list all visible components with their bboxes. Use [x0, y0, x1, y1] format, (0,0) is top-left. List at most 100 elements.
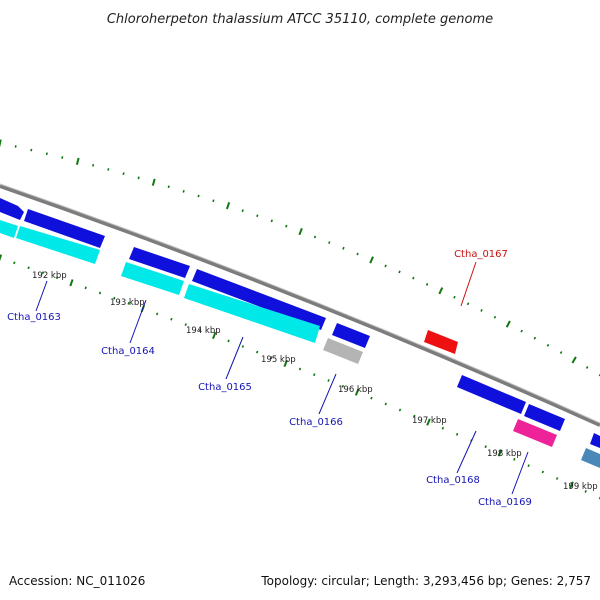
minor-tick [327, 379, 330, 382]
minor-tick [480, 309, 483, 312]
minor-tick [441, 426, 445, 430]
major-tick [298, 227, 303, 236]
forward-genes [0, 198, 600, 448]
gene-label-ctha-0167[interactable]: Ctha_0167 [454, 249, 508, 260]
minor-tick [255, 350, 259, 354]
gene-feature-magenta[interactable] [513, 419, 557, 447]
minor-tick [13, 261, 16, 265]
leader-line [511, 451, 529, 495]
gene-arrow[interactable] [0, 198, 24, 220]
outer-tick-ring [0, 139, 600, 377]
minor-tick [30, 148, 33, 152]
scale-label: 194 kbp [186, 326, 221, 336]
minor-tick [41, 271, 45, 275]
minor-tick [107, 168, 110, 171]
map-title: Chloroherpeton thalassium ATCC 35110, co… [107, 12, 493, 27]
gene-arrow[interactable] [192, 269, 326, 330]
major-tick [571, 356, 577, 364]
major-tick [497, 449, 503, 457]
minor-tick [137, 176, 140, 180]
major-tick [212, 331, 217, 340]
minor-tick [342, 246, 345, 250]
minor-tick [513, 457, 516, 461]
major-tick [0, 254, 3, 262]
minor-tick [198, 328, 202, 332]
minor-tick [328, 241, 331, 245]
gene-label-ctha-0166[interactable]: Ctha_0166 [289, 417, 343, 428]
minor-tick [412, 276, 415, 280]
minor-tick [413, 414, 416, 418]
scale-label: 195 kbp [261, 355, 296, 365]
minor-tick [113, 296, 116, 300]
genome-summary-text: Topology: circular; Length: 3,293,456 bp… [260, 574, 591, 588]
leader-line [318, 373, 337, 415]
gene-label-ctha-0168[interactable]: Ctha_0168 [426, 475, 480, 486]
scale-label: 193 kbp [110, 298, 145, 308]
gene-arrow[interactable] [590, 433, 600, 448]
minor-tick [484, 445, 487, 449]
minor-tick [313, 235, 317, 239]
minor-tick [212, 199, 215, 203]
minor-tick [398, 408, 402, 412]
minor-tick [197, 194, 200, 198]
major-tick [569, 481, 574, 489]
minor-tick [184, 323, 187, 326]
gene-label-ctha-0165[interactable]: Ctha_0165 [198, 382, 252, 393]
gene-arrow[interactable] [184, 284, 320, 343]
minor-tick [170, 317, 173, 321]
major-tick [75, 157, 80, 166]
major-tick [426, 418, 431, 426]
gene-arrow[interactable] [24, 209, 105, 248]
minor-tick [559, 351, 563, 354]
minor-tick [313, 373, 316, 377]
major-tick [69, 279, 74, 287]
minor-tick [493, 315, 497, 319]
minor-tick [555, 477, 559, 480]
minor-tick [98, 291, 102, 295]
gene-label-ctha-0163[interactable]: Ctha_0163 [7, 312, 61, 323]
minor-tick [45, 152, 48, 156]
accession-text: Accession: NC_011026 [9, 574, 145, 588]
major-tick [369, 256, 374, 264]
minor-tick [227, 339, 230, 343]
major-tick [354, 388, 360, 396]
gene-arrow[interactable] [129, 247, 190, 278]
gene-arrow[interactable] [524, 404, 565, 431]
minor-tick [55, 276, 59, 280]
minor-tick [356, 252, 359, 256]
gene-arrow[interactable] [0, 220, 18, 238]
gene-arrow[interactable] [16, 226, 100, 264]
scale-label: 192 kbp [32, 271, 67, 281]
gene-feature-gray[interactable] [323, 338, 363, 364]
minor-tick [384, 402, 387, 406]
genome-backbone [0, 184, 600, 427]
leader-line [456, 430, 477, 474]
minor-tick [298, 367, 302, 371]
minor-tick [546, 343, 550, 347]
gene-feature-red[interactable] [424, 330, 458, 354]
minor-tick [425, 282, 429, 286]
gene-arrow[interactable] [332, 323, 370, 348]
gene-label-ctha-0169[interactable]: Ctha_0169 [478, 497, 532, 508]
inner-tick-ring [0, 254, 600, 500]
minor-tick [527, 464, 530, 468]
leader-line [460, 261, 477, 307]
leader-line [129, 299, 147, 344]
leader-line [35, 280, 48, 312]
minor-tick [167, 185, 170, 189]
minor-tick [270, 356, 273, 360]
reverse-genes [0, 220, 600, 468]
minor-tick [155, 312, 159, 316]
minor-tick [341, 384, 345, 388]
minor-tick [122, 172, 125, 176]
gene-feature-steelblue[interactable] [581, 448, 600, 468]
scale-label: 197 kbp [412, 416, 447, 426]
major-tick [438, 287, 444, 295]
minor-tick [27, 266, 30, 270]
gene-arrow[interactable] [457, 375, 526, 414]
minor-tick [541, 470, 545, 474]
gene-label-ctha-0164[interactable]: Ctha_0164 [101, 346, 155, 357]
gene-arrow[interactable] [121, 262, 184, 295]
minor-tick [256, 214, 259, 218]
